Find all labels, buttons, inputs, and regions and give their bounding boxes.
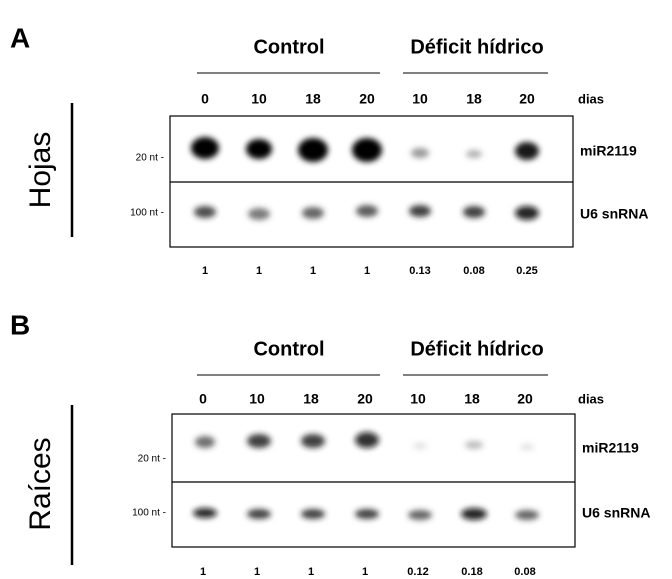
group-label: Déficit hídrico [410, 338, 543, 360]
day-label: 18 [466, 91, 482, 107]
group-label: Control [253, 36, 324, 58]
quantification: 1 [362, 566, 368, 578]
day-label: 10 [251, 91, 267, 107]
probe-label: U6 snRNA [580, 206, 648, 222]
group-label: Control [253, 338, 324, 360]
day-label: 20 [519, 91, 535, 107]
quantification: 0.25 [516, 265, 537, 277]
quantification: 0.18 [461, 566, 482, 578]
size-marker: 100 nt - [130, 208, 164, 219]
day-label: 20 [517, 391, 533, 407]
quantification: 1 [202, 265, 208, 277]
blot-a [170, 116, 573, 247]
day-label: 20 [359, 91, 375, 107]
blot-b [172, 414, 575, 547]
day-label: 0 [201, 91, 209, 107]
day-label: 10 [410, 391, 426, 407]
size-marker: 100 nt - [132, 508, 166, 519]
figure: AControlDéficit hídrico01101181201100.13… [0, 0, 672, 579]
quantification: 1 [308, 566, 314, 578]
day-label: 18 [305, 91, 321, 107]
quantification: 1 [364, 265, 370, 277]
panel-letter: B [10, 309, 30, 340]
probe-label: miR2119 [580, 143, 637, 159]
day-label: 10 [249, 391, 265, 407]
quantification: 1 [310, 265, 316, 277]
panel-letter: A [10, 22, 30, 53]
tissue-label: Raíces [24, 437, 57, 530]
tissue-label: Hojas [24, 132, 57, 209]
quantification: 1 [200, 566, 206, 578]
size-marker: 20 nt - [138, 454, 166, 465]
quantification: 1 [256, 265, 262, 277]
day-label: 0 [199, 391, 207, 407]
size-marker: 20 nt - [136, 153, 164, 164]
quantification: 0.13 [409, 265, 430, 277]
quantification: 1 [254, 566, 260, 578]
group-label: Déficit hídrico [410, 36, 543, 58]
probe-label: U6 snRNA [582, 505, 650, 521]
days-label: dias [578, 391, 604, 406]
quantification: 0.08 [514, 566, 535, 578]
day-label: 10 [412, 91, 428, 107]
probe-label: miR2119 [582, 440, 639, 456]
day-label: 18 [303, 391, 319, 407]
day-label: 18 [464, 391, 480, 407]
quantification: 0.08 [463, 265, 484, 277]
day-label: 20 [357, 391, 373, 407]
quantification: 0.12 [407, 566, 428, 578]
days-label: dias [578, 91, 604, 106]
